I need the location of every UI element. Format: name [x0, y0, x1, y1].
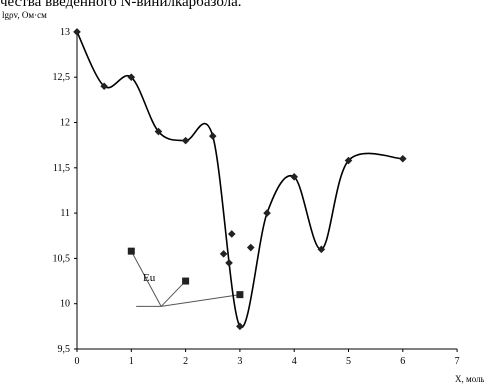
y-tick-label: 10	[60, 299, 70, 310]
y-tick-label: 12,5	[53, 72, 71, 83]
x-tick-label: 6	[400, 356, 405, 367]
curve-diamond-point	[154, 127, 163, 136]
annotation-line	[161, 294, 240, 307]
x-tick-label: 4	[292, 356, 297, 367]
scatter-diamond-point	[227, 230, 236, 238]
series-curve	[76, 31, 403, 329]
x-tick-label: 3	[237, 356, 242, 367]
top-caption: чества введенного N-винилкарбазола.	[0, 0, 242, 10]
curve-diamond-point	[344, 156, 353, 165]
y-tick-label: 11,5	[53, 163, 70, 174]
y-tick-label: 11	[60, 208, 70, 219]
smooth-curve	[76, 31, 403, 329]
curve-diamond-point	[263, 209, 271, 217]
x-axis-label: X, моль	[455, 374, 484, 384]
curve-diamond-point	[236, 322, 244, 331]
x-tick-label: 5	[346, 356, 351, 367]
data-points	[73, 28, 407, 331]
axes	[76, 31, 458, 350]
curve-diamond-point	[208, 132, 217, 140]
curve-diamond-point	[399, 154, 407, 163]
curve-diamond-point	[100, 82, 108, 91]
annotation-line	[130, 250, 162, 307]
x-tick-label: 0	[75, 356, 80, 367]
scatter-diamond-point	[225, 259, 233, 267]
scatter-diamond-point	[219, 250, 228, 258]
eu-square-point	[236, 291, 244, 299]
eu-annotation-label: Eu	[143, 272, 156, 284]
x-tick-label: 1	[129, 356, 134, 367]
y-axis-label: lgρv, Ом·см	[2, 10, 47, 20]
curve-diamond-point	[73, 28, 81, 36]
annotation-line	[160, 280, 186, 307]
annotation-lines	[130, 250, 240, 307]
curve-diamond-point	[181, 136, 190, 145]
curve-diamond-point	[127, 73, 136, 81]
eu-square-point	[127, 247, 135, 255]
x-tick-label: 2	[183, 356, 188, 367]
y-tick-label: 12	[60, 118, 70, 129]
y-tick-label: 10,5	[53, 253, 71, 264]
eu-square-point	[182, 277, 190, 285]
curve-diamond-point	[317, 245, 326, 254]
curve-diamond-point	[290, 173, 298, 181]
y-tick-label: 9,5	[58, 344, 71, 355]
y-tick-label: 13	[60, 27, 70, 38]
scatter-diamond-point	[246, 243, 255, 252]
x-tick-label: 7	[455, 356, 460, 367]
